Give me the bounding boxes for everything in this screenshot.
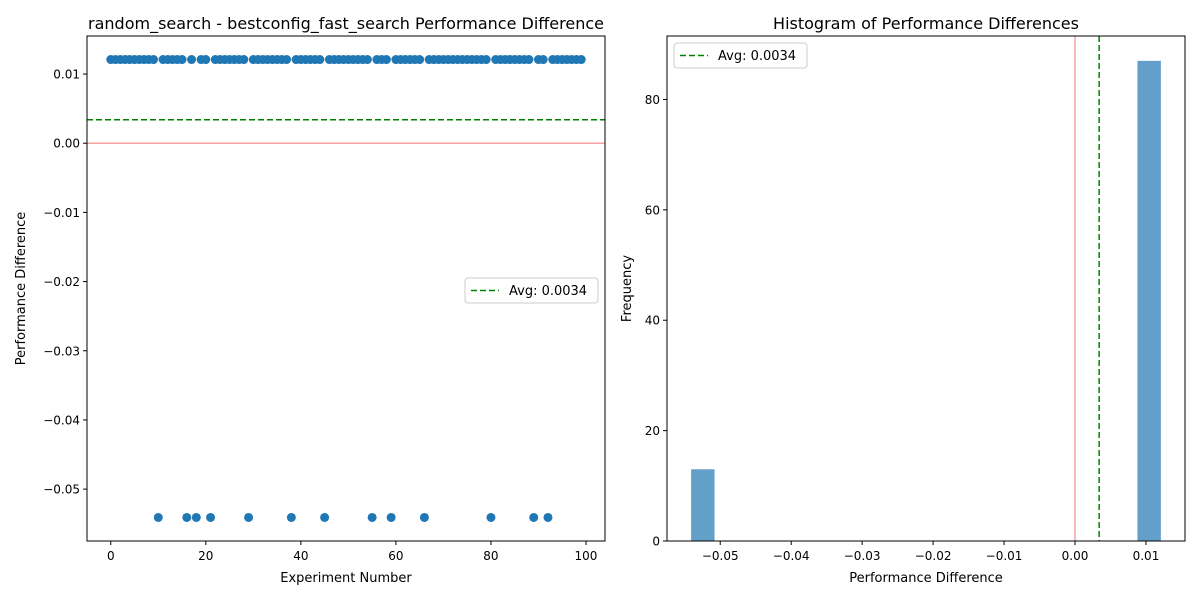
histogram-y-axis: 0 20 40 60 80 [645,93,667,549]
histogram-legend: Avg: 0.0034 [673,42,808,69]
scatter-point [206,512,216,522]
histogram-y-tick-label: 40 [645,314,660,328]
histogram-y-tick-label: 80 [645,93,660,107]
scatter-y-tick-label: −0.01 [43,206,80,220]
scatter-point [419,512,429,522]
scatter-point [415,55,425,65]
histogram-bar [1137,60,1161,542]
scatter-y-tick-label: 0.00 [53,137,80,151]
scatter-point [362,55,372,65]
scatter-plot-area [87,55,605,522]
histogram-y-tick-label: 0 [652,535,660,549]
histogram-y-tick-label: 20 [645,424,660,438]
scatter-point [239,55,249,65]
scatter-point [244,512,254,522]
scatter-x-axis: 0 20 40 60 80 100 [107,541,598,563]
scatter-point [191,512,201,522]
scatter-point [201,55,211,65]
histogram-x-tick-label: 0.00 [1062,549,1089,563]
histogram-x-tick-label: −0.01 [986,549,1023,563]
histogram-panel: Histogram of Performance Differences −0.… [620,14,1186,586]
scatter-y-tick-label: −0.04 [43,413,80,427]
scatter-point [381,55,391,65]
scatter-x-tick-label: 80 [483,549,498,563]
scatter-legend: Avg: 0.0034 [464,277,599,304]
scatter-point [153,512,163,522]
scatter-point [367,512,377,522]
scatter-point [386,512,396,522]
histogram-x-tick-label: −0.02 [915,549,952,563]
scatter-point [315,55,325,65]
scatter-point [182,512,192,522]
histogram-y-tick-label: 60 [645,203,660,217]
scatter-point [149,55,159,65]
histogram-x-tick-label: 0.01 [1133,549,1160,563]
scatter-panel: random_search - bestconfig_fast_search P… [14,14,606,586]
histogram-plot-area [691,36,1161,542]
scatter-point [486,512,496,522]
scatter-y-axis: 0.01 0.00 −0.01 −0.02 −0.03 −0.04 −0.05 [43,68,87,497]
scatter-point [576,55,586,65]
scatter-y-tick-label: 0.01 [53,68,80,82]
histogram-title: Histogram of Performance Differences [773,14,1079,33]
scatter-x-tick-label: 0 [107,549,115,563]
scatter-x-tick-label: 20 [198,549,213,563]
scatter-axes-frame [86,35,606,542]
histogram-legend-label: Avg: 0.0034 [718,49,796,64]
scatter-point [320,512,330,522]
scatter-legend-label: Avg: 0.0034 [509,284,587,299]
scatter-y-tick-label: −0.03 [43,344,80,358]
histogram-x-label: Performance Difference [849,571,1003,586]
scatter-y-tick-label: −0.02 [43,275,80,289]
scatter-x-label: Experiment Number [280,571,412,586]
scatter-point [282,55,292,65]
scatter-point [524,55,534,65]
histogram-x-tick-label: −0.04 [773,549,810,563]
scatter-point [187,55,197,65]
scatter-x-tick-label: 40 [293,549,308,563]
scatter-point [543,512,553,522]
scatter-y-tick-label: −0.05 [43,483,80,497]
scatter-legend-box [464,277,599,304]
histogram-x-tick-label: −0.03 [844,549,881,563]
scatter-point [538,55,548,65]
scatter-x-tick-label: 100 [575,549,598,563]
scatter-point [529,512,539,522]
histogram-bar [691,469,715,541]
scatter-title: random_search - bestconfig_fast_search P… [88,14,604,34]
scatter-point [481,55,491,65]
scatter-point [286,512,296,522]
histogram-y-label: Frequency [620,255,635,322]
histogram-x-tick-label: −0.05 [702,549,739,563]
scatter-x-tick-label: 60 [388,549,403,563]
scatter-point [177,55,187,65]
histogram-x-axis: −0.05 −0.04 −0.03 −0.02 −0.01 0.00 0.01 [702,541,1160,563]
scatter-y-label: Performance Difference [14,212,29,366]
histogram-axes-frame [666,35,1186,542]
histogram-legend-box [673,42,808,69]
